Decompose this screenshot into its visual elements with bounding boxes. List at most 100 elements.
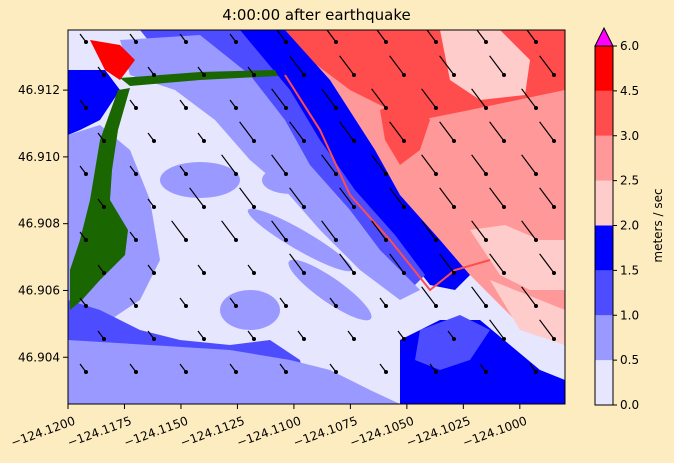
velocity-arrow — [439, 121, 455, 142]
velocity-arrow-head — [534, 304, 538, 308]
velocity-arrow-head — [552, 73, 556, 77]
speed-band-4.5-6.0 — [90, 40, 135, 80]
velocity-arrow-head — [352, 73, 356, 77]
velocity-arrow-head — [434, 106, 438, 110]
y-tick-label: 46.912 — [18, 83, 60, 97]
velocity-arrow-head — [284, 106, 288, 110]
x-axis: −124.1200−124.1175−124.1150−124.1125−124… — [9, 404, 529, 450]
velocity-arrow-head — [102, 139, 106, 143]
velocity-arrow-head — [234, 106, 238, 110]
interior-patch-3 — [160, 162, 240, 198]
land-spit — [120, 70, 278, 86]
velocity-arrow-head — [484, 304, 488, 308]
velocity-arrow-head — [284, 40, 288, 44]
velocity-arrow-head — [184, 238, 188, 242]
velocity-arrow — [189, 187, 205, 208]
velocity-arrow-head — [284, 172, 288, 176]
velocity-arrow — [539, 55, 555, 76]
speed-band-0.5-1.0 — [120, 35, 420, 300]
velocity-arrow-head — [502, 337, 506, 341]
velocity-arrow — [421, 154, 437, 175]
velocity-arrow — [389, 55, 405, 76]
x-tick-label: −124.1100 — [235, 414, 303, 450]
velocity-arrow — [476, 30, 487, 43]
velocity-arrow-head — [552, 271, 556, 275]
velocity-arrow — [376, 30, 387, 43]
velocity-arrow-head — [284, 370, 288, 374]
velocity-arrow — [539, 187, 555, 208]
velocity-arrow-head — [384, 172, 388, 176]
velocity-arrow-head — [534, 370, 538, 374]
velocity-arrow — [389, 253, 405, 274]
velocity-arrow-head — [502, 139, 506, 143]
colorbar-segment — [595, 180, 613, 226]
velocity-arrow — [521, 286, 537, 307]
velocity-arrow-head — [534, 238, 538, 242]
velocity-arrow-head — [534, 172, 538, 176]
velocity-arrow-head — [552, 337, 556, 341]
colorbar-segment — [595, 270, 613, 316]
chart-title: 4:00:00 after earthquake — [222, 6, 411, 24]
y-tick-label: 46.904 — [18, 350, 60, 364]
speed-band-2.0-2.5 — [440, 30, 530, 100]
colorbar: 0.0 0.5 1.0 1.5 2.0 2.5 3.0 4.5 6.0 meters / sec — [594, 26, 665, 412]
velocity-arrow-head — [252, 271, 256, 275]
velocity-arrow — [271, 88, 287, 109]
x-tick-label: −124.1150 — [122, 414, 190, 450]
colorbar-tick-label: 0.0 — [620, 398, 639, 412]
velocity-arrow-head — [502, 205, 506, 209]
velocity-arrow — [171, 220, 187, 241]
velocity-arrow-head — [234, 238, 238, 242]
velocity-arrow — [471, 220, 487, 241]
velocity-arrow — [471, 286, 487, 307]
velocity-arrow — [321, 154, 337, 175]
velocity-arrow-head — [452, 271, 456, 275]
velocity-arrow — [271, 220, 287, 241]
velocity-arrow-head — [452, 139, 456, 143]
velocity-arrow — [221, 154, 237, 175]
speed-band-1.0-1.5-bottom — [415, 315, 490, 370]
velocity-arrow-head — [184, 304, 188, 308]
velocity-arrow — [521, 154, 537, 175]
velocity-arrow-head — [452, 205, 456, 209]
colorbar-tick-label: 2.0 — [620, 219, 639, 233]
velocity-arrow — [521, 220, 537, 241]
velocity-arrow-head — [384, 370, 388, 374]
velocity-arrow-head — [152, 139, 156, 143]
velocity-arrow — [371, 154, 387, 175]
velocity-arrow — [339, 253, 355, 274]
velocity-arrow-head — [152, 73, 156, 77]
velocity-arrow-head — [384, 106, 388, 110]
velocity-arrow — [489, 55, 505, 76]
velocity-arrow — [471, 154, 487, 175]
velocity-arrow-head — [552, 205, 556, 209]
velocity-arrow-head — [134, 304, 138, 308]
velocity-arrow — [521, 88, 537, 109]
speed-band-1.5-2.0 — [160, 30, 470, 290]
colorbar-segment — [595, 360, 613, 405]
x-tick-label: −124.1125 — [178, 414, 246, 450]
velocity-arrow-head — [84, 172, 88, 176]
velocity-arrow-head — [152, 337, 156, 341]
velocity-arrow-head — [402, 271, 406, 275]
velocity-arrow — [489, 121, 505, 142]
colorbar-segment — [595, 135, 613, 181]
velocity-arrow-head — [102, 205, 106, 209]
velocity-arrow-head — [184, 40, 188, 44]
velocity-arrow-head — [402, 139, 406, 143]
x-tick-label: −124.1175 — [65, 414, 133, 450]
velocity-arrow — [421, 220, 437, 241]
velocity-arrow-head — [102, 337, 106, 341]
velocity-arrow-head — [484, 40, 488, 44]
colorbar-segment — [595, 90, 613, 136]
velocity-arrow-head — [384, 304, 388, 308]
velocity-arrow-head — [334, 40, 338, 44]
velocity-arrow-head — [302, 271, 306, 275]
velocity-arrow-head — [134, 40, 138, 44]
velocity-arrow-head — [84, 40, 88, 44]
velocity-arrow-head — [84, 106, 88, 110]
velocity-arrow — [539, 319, 555, 340]
velocity-arrow-head — [102, 73, 106, 77]
velocity-arrow-head — [402, 73, 406, 77]
x-tick-label: −124.1050 — [348, 414, 416, 450]
